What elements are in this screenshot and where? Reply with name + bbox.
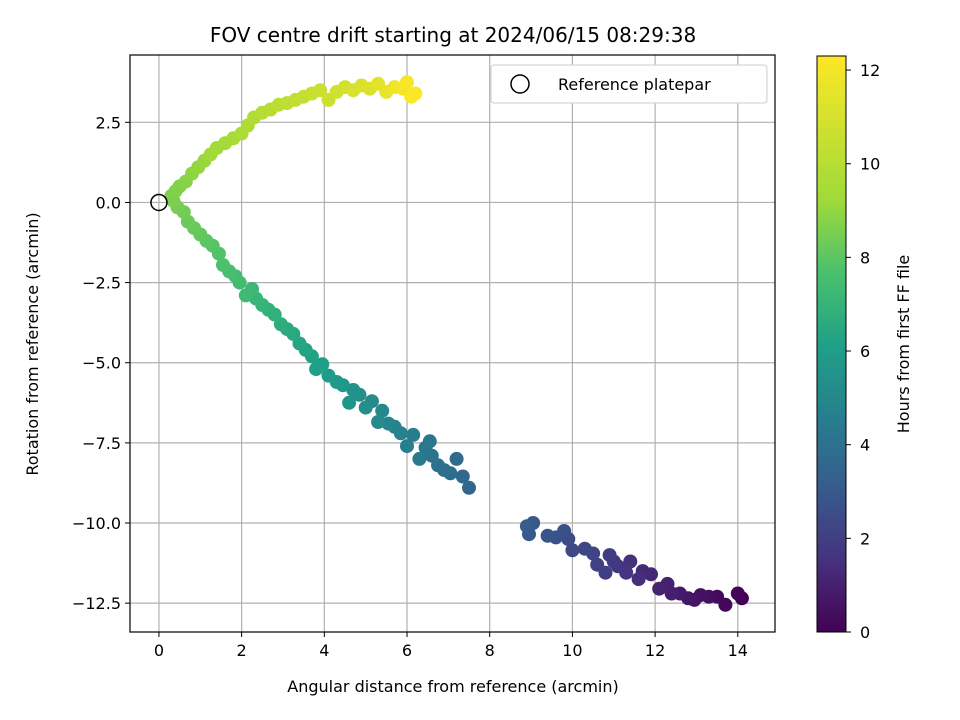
- colorbar-tick-label: 6: [860, 342, 870, 361]
- data-point: [309, 362, 324, 377]
- data-point: [519, 519, 534, 534]
- reference-marker: [150, 193, 168, 212]
- y-tick-label: −7.5: [82, 434, 121, 453]
- colorbar-tick-label: 12: [860, 61, 880, 80]
- colorbar-tick-label: 0: [860, 623, 870, 642]
- colorbar-tick-label: 2: [860, 529, 870, 548]
- x-tick-label: 0: [154, 641, 164, 660]
- y-tick-label: −12.5: [72, 594, 121, 613]
- x-tick-label: 10: [562, 641, 582, 660]
- grid: [130, 55, 775, 632]
- y-axis-ticks: 2.5 0.0 −2.5 −5.0 −7.5 −10.0 −12.5: [72, 113, 130, 613]
- x-axis-ticks: 0 2 4 6 8 10 12 14: [154, 632, 748, 660]
- colorbar-tick-label: 10: [860, 155, 880, 174]
- data-point: [346, 383, 361, 397]
- y-tick-label: 2.5: [96, 113, 121, 132]
- data-point: [342, 395, 357, 410]
- plot-background: [130, 55, 775, 632]
- colorbar-tick-label: 4: [860, 436, 870, 455]
- data-point: [652, 581, 667, 596]
- data-point: [455, 469, 470, 484]
- data-point: [590, 557, 605, 572]
- x-axis-label: Angular distance from reference (arcmin): [287, 677, 618, 696]
- colorbar-gradient: [816, 55, 847, 633]
- y-tick-label: 0.0: [96, 193, 121, 212]
- colorbar-label: Hours from first FF file: [894, 255, 913, 434]
- data-point: [449, 451, 464, 466]
- data-point: [412, 451, 427, 466]
- data-point: [462, 480, 476, 495]
- x-tick-label: 2: [237, 641, 247, 660]
- colorbar-tick-label: 8: [860, 248, 870, 267]
- data-point: [406, 427, 421, 442]
- y-tick-label: −2.5: [82, 274, 121, 293]
- legend-entry: Reference platepar: [558, 75, 711, 94]
- y-axis-label: Rotation from reference (arcmin): [23, 212, 42, 475]
- scatter-points: [164, 75, 749, 612]
- legend-box: [490, 64, 768, 104]
- data-point: [602, 548, 617, 563]
- data-point: [313, 83, 328, 98]
- data-point: [631, 572, 646, 587]
- data-point: [400, 75, 414, 90]
- x-tick-label: 8: [485, 641, 495, 660]
- colorbar-ticks: 0 2 4 6 8 10 12: [846, 61, 880, 642]
- chart-title: FOV centre drift starting at 2024/06/15 …: [210, 23, 696, 47]
- data-point: [358, 400, 373, 415]
- data-point: [238, 288, 253, 303]
- data-point: [381, 416, 396, 431]
- data-point: [623, 554, 638, 569]
- data-point: [375, 403, 390, 418]
- x-tick-label: 14: [728, 641, 748, 660]
- colorbar: 0 2 4 6 8 10 12 Hours from first FF file: [816, 55, 913, 642]
- data-point: [408, 86, 423, 101]
- legend: Reference platepar: [490, 64, 768, 104]
- legend-reference-marker: [510, 74, 530, 94]
- data-point: [540, 528, 555, 543]
- x-tick-label: 12: [645, 641, 665, 660]
- x-tick-label: 4: [319, 641, 329, 660]
- plot-area: [129, 54, 776, 633]
- y-tick-label: −5.0: [82, 354, 121, 373]
- data-point: [400, 439, 414, 454]
- data-point: [216, 258, 230, 272]
- plot-frame: [129, 54, 776, 633]
- y-tick-label: −10.0: [72, 514, 121, 533]
- data-point: [565, 543, 580, 558]
- data-point: [577, 541, 592, 556]
- data-point: [730, 586, 745, 601]
- data-point: [321, 368, 336, 383]
- data-point: [418, 440, 433, 455]
- x-tick-label: 6: [402, 641, 412, 660]
- data-point: [371, 415, 386, 429]
